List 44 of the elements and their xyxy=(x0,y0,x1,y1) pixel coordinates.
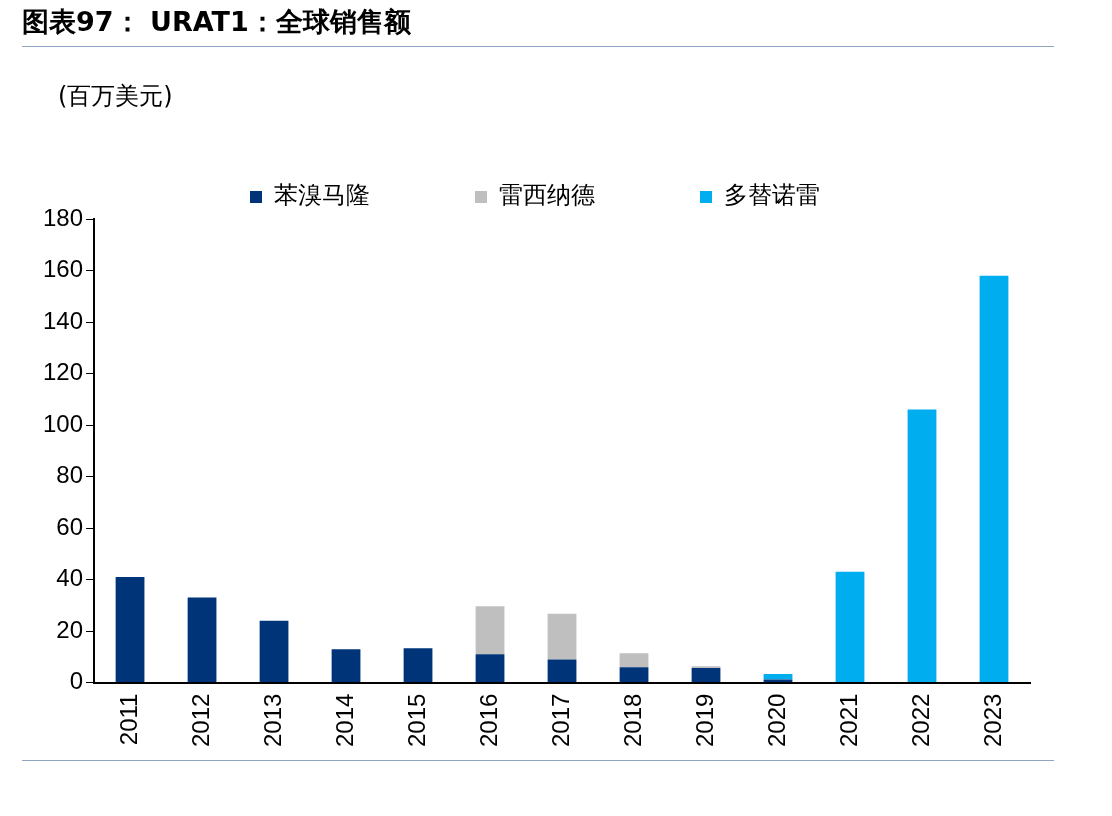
bar xyxy=(763,674,793,680)
x-tick-label: 2017 xyxy=(546,693,574,747)
x-tick-label: 2020 xyxy=(762,693,790,747)
legend-label: 多替诺雷 xyxy=(724,181,820,210)
bar xyxy=(331,649,361,683)
legend-label: 苯溴马隆 xyxy=(274,181,370,210)
chart-title: 图表97： URAT1：全球销售额 xyxy=(22,4,1054,47)
x-tick-label: 2015 xyxy=(402,693,430,747)
x-tick-label: 2022 xyxy=(906,693,934,747)
bar xyxy=(835,571,865,683)
bar xyxy=(691,667,721,683)
x-tick-label: 2016 xyxy=(474,693,502,747)
bar xyxy=(547,613,577,660)
bar xyxy=(475,654,505,683)
y-tick-label: 140 xyxy=(43,306,84,334)
bar xyxy=(187,597,217,683)
bar xyxy=(115,577,145,683)
y-tick-label: 160 xyxy=(43,255,84,283)
x-tick-label: 2012 xyxy=(186,693,214,747)
bar xyxy=(619,653,649,668)
x-tick-label: 2021 xyxy=(834,693,862,747)
bar xyxy=(619,667,649,683)
y-tick-label: 40 xyxy=(56,564,84,592)
y-tick-label: 0 xyxy=(69,667,84,695)
y-tick-label: 120 xyxy=(43,358,84,386)
y-tick-label: 100 xyxy=(43,409,84,437)
bar xyxy=(259,620,289,683)
y-tick-label: 180 xyxy=(43,203,84,231)
bar xyxy=(403,648,433,683)
y-tick-label: 60 xyxy=(56,512,84,540)
x-tick-label: 2013 xyxy=(258,693,286,747)
bar xyxy=(547,659,577,683)
bar xyxy=(979,275,1009,683)
y-tick-label: 80 xyxy=(56,461,84,489)
bar xyxy=(907,409,937,683)
x-tick-label: 2018 xyxy=(618,693,646,747)
legend-label: 雷西纳德 xyxy=(499,181,595,210)
y-axis-title: (百万美元) xyxy=(58,81,173,112)
x-tick-label: 2011 xyxy=(114,693,142,746)
y-tick-label: 20 xyxy=(56,615,84,643)
x-tick-label: 2019 xyxy=(690,693,718,747)
bar xyxy=(475,606,505,655)
x-tick-label: 2023 xyxy=(978,693,1006,747)
x-tick-label: 2014 xyxy=(330,693,358,747)
